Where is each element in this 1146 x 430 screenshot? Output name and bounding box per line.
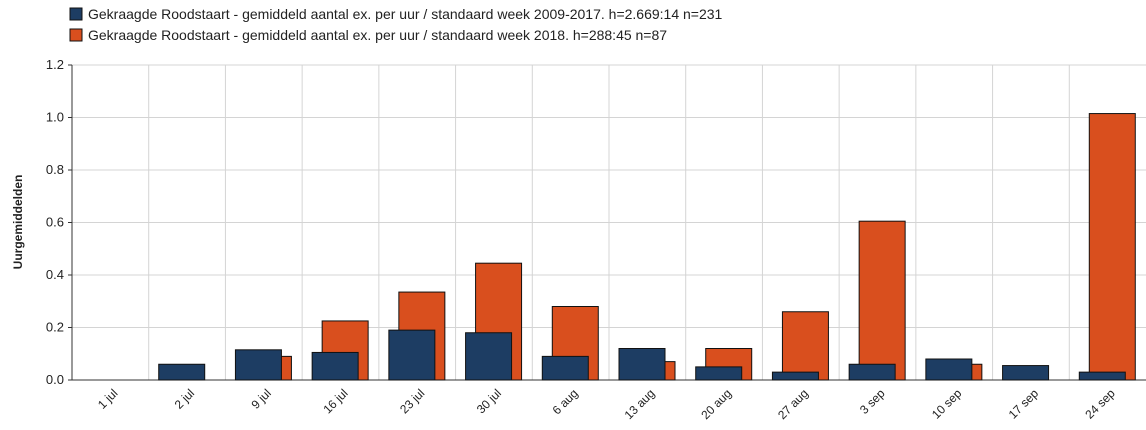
bar bbox=[781, 311, 829, 381]
y-axis-label: Uurgemiddelden bbox=[11, 175, 25, 270]
y-tick-label: 0.8 bbox=[46, 162, 64, 177]
bar bbox=[695, 366, 743, 381]
x-tick-label: 1 jul bbox=[95, 386, 120, 411]
bar bbox=[858, 220, 906, 381]
x-tick-label: 9 jul bbox=[248, 386, 273, 411]
bar bbox=[1002, 365, 1050, 381]
x-tick-label: 2 jul bbox=[172, 386, 197, 411]
x-tick-label: 23 jul bbox=[397, 386, 427, 416]
legend-swatch bbox=[69, 28, 83, 42]
legend-swatch bbox=[69, 7, 83, 21]
y-tick-label: 0.2 bbox=[46, 320, 64, 335]
x-tick-label: 16 jul bbox=[320, 386, 350, 416]
x-tick-label: 17 sep bbox=[1006, 386, 1042, 422]
x-tick-label: 30 jul bbox=[474, 386, 504, 416]
y-tick-label: 0.0 bbox=[46, 372, 64, 387]
bar bbox=[158, 363, 206, 381]
y-tick-label: 0.4 bbox=[46, 267, 64, 282]
bar bbox=[541, 355, 589, 381]
bar bbox=[311, 351, 359, 381]
bar bbox=[618, 348, 666, 381]
bar bbox=[465, 332, 513, 381]
x-tick-label: 13 aug bbox=[622, 386, 658, 422]
bar bbox=[234, 349, 282, 381]
y-tick-label: 1.2 bbox=[46, 57, 64, 72]
x-tick-label: 10 sep bbox=[929, 386, 965, 422]
bar bbox=[848, 363, 896, 381]
y-tick-label: 1.0 bbox=[46, 110, 64, 125]
y-tick-label: 0.6 bbox=[46, 215, 64, 230]
x-tick-label: 6 aug bbox=[550, 386, 581, 417]
x-tick-label: 20 aug bbox=[698, 386, 734, 422]
legend-label: Gekraagde Roodstaart - gemiddeld aantal … bbox=[88, 27, 667, 43]
bar bbox=[1078, 371, 1126, 381]
x-tick-label: 24 sep bbox=[1082, 386, 1118, 422]
legend-label: Gekraagde Roodstaart - gemiddeld aantal … bbox=[88, 6, 723, 22]
bar bbox=[925, 358, 973, 381]
bar bbox=[1088, 113, 1136, 381]
x-tick-label: 27 aug bbox=[775, 386, 811, 422]
bar bbox=[771, 371, 819, 381]
x-tick-label: 3 sep bbox=[857, 386, 888, 417]
bar bbox=[388, 329, 436, 381]
